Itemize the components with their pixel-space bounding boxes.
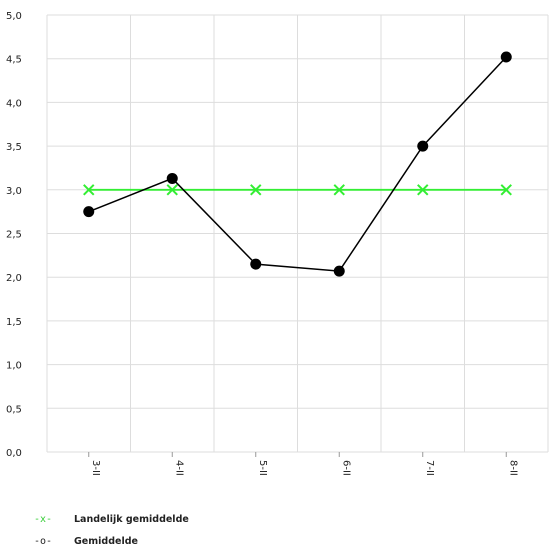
legend-item-gemiddelde: -o- Gemiddelde	[34, 530, 189, 552]
y-tick-label: 2,5	[6, 230, 22, 241]
data-point-x	[333, 184, 345, 196]
x-tick-label: 7-II	[424, 460, 435, 476]
data-point-x	[417, 184, 429, 196]
line-chart: 0,0 0,5 1,0 1,5 2,0 2,5 3,0 3,5 4,0 4,5 5,0 3-II 4-…	[6, 11, 549, 476]
y-tick-label: 2,0	[6, 273, 22, 284]
data-point-x	[83, 184, 95, 196]
y-tick-label: 3,0	[6, 186, 22, 197]
series-layer	[83, 51, 512, 277]
x-tick-label: 5-II	[257, 460, 268, 476]
data-point-x	[166, 184, 178, 196]
data-point-x	[500, 184, 512, 196]
x-tick-label: 4-II	[173, 460, 184, 476]
x-tick-label: 8-II	[507, 460, 518, 476]
y-tick-label: 4,0	[6, 98, 22, 109]
y-tick-label: 1,5	[6, 317, 22, 328]
data-point-circle	[500, 51, 512, 63]
grid	[46, 14, 549, 453]
legend-label-gemiddelde: Gemiddelde	[74, 535, 138, 547]
series-line-1	[88, 56, 507, 272]
legend-label-landelijk: Landelijk gemiddelde	[74, 513, 189, 525]
data-point-circle	[250, 258, 262, 270]
y-tick-label: 4,5	[6, 55, 22, 66]
x-axis: 3-II 4-II 5-II 6-II 7-II 8-II	[88, 452, 518, 476]
data-point-circle	[333, 265, 345, 277]
legend-symbol-landelijk: -x-	[34, 513, 53, 525]
data-point-circle	[166, 172, 178, 184]
y-tick-label: 0,0	[6, 448, 22, 459]
y-tick-label: 1,0	[6, 361, 22, 372]
data-point-x	[250, 184, 262, 196]
y-tick-label: 5,0	[6, 11, 22, 22]
x-tick-label: 6-II	[340, 460, 351, 476]
legend: -x- Landelijk gemiddelde -o- Gemiddelde	[34, 508, 189, 552]
y-axis: 0,0 0,5 1,0 1,5 2,0 2,5 3,0 3,5 4,0 4,5 5,0	[6, 11, 22, 459]
data-point-circle	[417, 140, 429, 152]
y-tick-label: 0,5	[6, 404, 22, 415]
legend-symbol-gemiddelde: -o-	[34, 535, 53, 547]
legend-item-landelijk: -x- Landelijk gemiddelde	[34, 508, 189, 530]
data-point-circle	[83, 206, 95, 218]
y-tick-label: 3,5	[6, 142, 22, 153]
x-tick-label: 3-II	[90, 460, 101, 476]
